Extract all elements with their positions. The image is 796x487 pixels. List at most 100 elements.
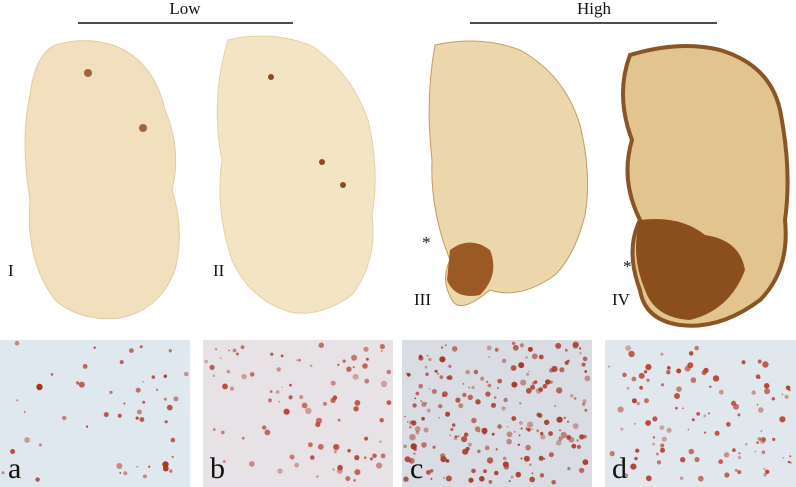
- stain-dot: [294, 462, 299, 468]
- stain-dot: [333, 444, 338, 449]
- stain-dot: [479, 476, 485, 482]
- stain-dot: [745, 443, 748, 446]
- stain-dot: [480, 376, 485, 381]
- stain-dot: [570, 394, 574, 398]
- stain-dot: [462, 382, 465, 385]
- stain-dot: [50, 373, 54, 376]
- stain-dot: [24, 411, 26, 413]
- stain-dot: [86, 425, 89, 428]
- stain-dot: [582, 356, 588, 362]
- stain-dot: [712, 375, 720, 382]
- section-marker: *: [422, 233, 431, 252]
- stain-dot: [684, 365, 691, 372]
- stain-dot: [409, 425, 412, 429]
- stain-dot: [526, 372, 530, 376]
- stain-dot: [414, 426, 421, 432]
- lesion: [84, 69, 92, 77]
- stain-dot: [666, 427, 672, 433]
- stain-dot: [445, 459, 450, 463]
- stain-dot: [438, 416, 441, 419]
- stain-dot: [538, 455, 544, 461]
- stain-dot: [639, 385, 643, 390]
- stain-dot: [346, 366, 352, 372]
- stain-dot: [764, 388, 771, 395]
- stain-dot: [442, 391, 448, 397]
- stain-dot: [754, 450, 757, 453]
- stain-dot: [446, 376, 450, 380]
- stain-dot: [142, 381, 144, 383]
- stain-dot: [425, 372, 429, 376]
- stain-dot: [162, 461, 169, 468]
- stain-dot: [386, 369, 392, 375]
- stain-dot: [322, 401, 328, 406]
- stain-dot: [520, 427, 523, 430]
- stain-dot: [379, 440, 382, 443]
- stain-dot: [718, 389, 724, 395]
- stain-dot: [403, 444, 407, 449]
- stain-dot: [576, 444, 582, 449]
- stain-dot: [551, 366, 558, 373]
- stain-dot: [646, 378, 650, 382]
- stain-dot: [676, 368, 682, 374]
- brain-section: [428, 40, 589, 307]
- stain-dot: [353, 479, 356, 482]
- stain-dot: [763, 468, 766, 471]
- stain-dot: [491, 432, 495, 436]
- stain-dot: [741, 360, 746, 365]
- stain-dot: [520, 379, 527, 386]
- stain-dot: [213, 428, 216, 431]
- stain-dot: [555, 342, 562, 349]
- stain-dot: [310, 455, 315, 460]
- stain-dot: [548, 431, 553, 436]
- stain-dot: [457, 435, 460, 438]
- section-label: I: [8, 261, 14, 280]
- stain-dot: [572, 342, 579, 349]
- stain-dot: [571, 443, 577, 449]
- stain-dot: [510, 365, 517, 371]
- stain-dot: [490, 402, 497, 408]
- stain-dot: [502, 461, 509, 468]
- lesion: [139, 124, 147, 132]
- stain-dot: [305, 407, 312, 414]
- stain-dot: [139, 417, 145, 422]
- stain-dot: [694, 345, 699, 351]
- stain-dot: [463, 432, 469, 437]
- stain-dot: [439, 375, 444, 379]
- stain-dot: [379, 418, 384, 423]
- stain-dot: [568, 436, 575, 443]
- stain-dot: [584, 375, 591, 382]
- stain-dot: [38, 443, 42, 447]
- stain-dot: [475, 399, 481, 405]
- stain-dot: [638, 372, 645, 379]
- stain-dot: [660, 447, 665, 453]
- stain-dot: [511, 381, 518, 388]
- stain-dot: [467, 442, 472, 447]
- stain-dot: [103, 411, 109, 418]
- stain-dot: [737, 413, 741, 417]
- stain-dot: [525, 387, 532, 394]
- stain-dot: [659, 425, 665, 430]
- stain-dot: [123, 402, 126, 405]
- stain-dot: [337, 363, 340, 366]
- stain-dot: [240, 345, 245, 350]
- stain-dot: [438, 404, 443, 409]
- stain-dot: [93, 346, 96, 349]
- stain-dot: [281, 386, 283, 389]
- stain-dot: [362, 363, 368, 369]
- stain-dot: [763, 473, 767, 477]
- stain-dot: [680, 457, 686, 463]
- stain-dot: [332, 468, 335, 471]
- stain-dot: [652, 442, 656, 446]
- stain-dot: [694, 456, 700, 463]
- stain-dot: [763, 383, 770, 389]
- stain-dot: [718, 459, 724, 465]
- stain-dot: [364, 378, 370, 384]
- stain-dot: [481, 427, 488, 434]
- stain-dot: [508, 480, 511, 483]
- stain-dot: [364, 436, 369, 441]
- stain-dot: [465, 369, 471, 375]
- stain-dot: [142, 400, 146, 404]
- stain-dot: [163, 397, 167, 401]
- stain-dot: [148, 465, 151, 468]
- stain-dot: [540, 434, 546, 440]
